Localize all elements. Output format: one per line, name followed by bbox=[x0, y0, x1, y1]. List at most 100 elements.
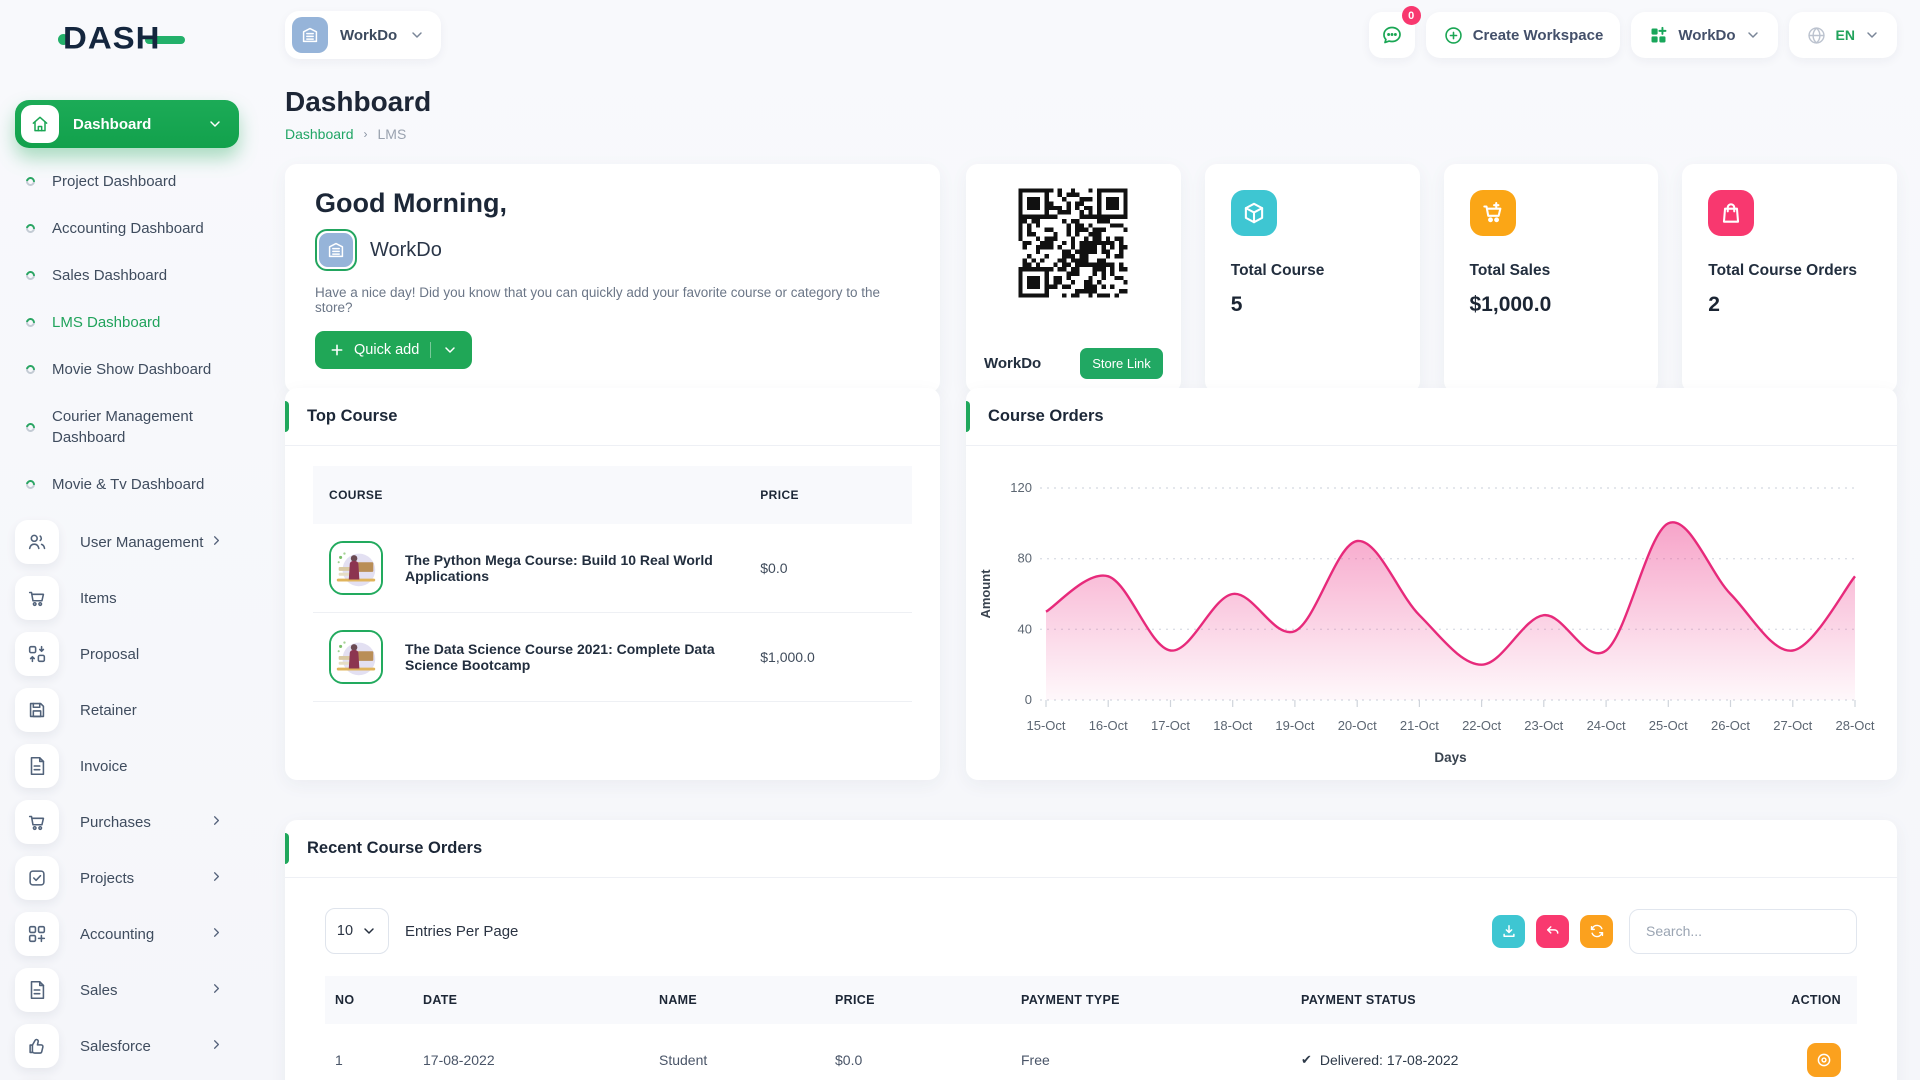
sidebar-subitem-label: Movie & Tv Dashboard bbox=[52, 476, 205, 493]
store-link-button[interactable]: Store Link bbox=[1080, 348, 1163, 379]
sidebar-subitem-sales-dashboard[interactable]: Sales Dashboard bbox=[0, 252, 262, 299]
store-qr-code bbox=[1014, 184, 1133, 307]
sidebar-item-items[interactable]: Items bbox=[0, 570, 262, 626]
messages-button[interactable]: 0 bbox=[1368, 6, 1421, 58]
sidebar-item-invoice[interactable]: Invoice bbox=[0, 738, 262, 794]
sidebar-subitem-label: Sales Dashboard bbox=[52, 267, 168, 284]
entries-per-page-select[interactable]: 10 bbox=[325, 908, 389, 954]
sidebar-item-proposal[interactable]: Proposal bbox=[0, 626, 262, 682]
messages-badge: 0 bbox=[1401, 6, 1421, 25]
svg-text:17-Oct: 17-Oct bbox=[1151, 718, 1190, 733]
qr-workspace-name: WorkDo bbox=[984, 355, 1042, 372]
breadcrumb: Dashboard › LMS bbox=[285, 126, 1897, 142]
create-workspace-label: Create Workspace bbox=[1472, 26, 1604, 44]
check-icon: ✔ bbox=[1301, 1052, 1312, 1067]
workspace-menu-button[interactable]: WorkDo bbox=[1631, 12, 1778, 58]
page-title: Dashboard bbox=[285, 86, 432, 117]
svg-text:21-Oct: 21-Oct bbox=[1400, 718, 1439, 733]
greeting-workspace: WorkDo bbox=[315, 229, 910, 271]
svg-text:Days: Days bbox=[1434, 750, 1466, 765]
greeting-title: Good Morning, bbox=[315, 188, 507, 218]
svg-text:0: 0 bbox=[1025, 692, 1032, 707]
accounting-icon bbox=[15, 912, 59, 956]
breadcrumb-dashboard-link[interactable]: Dashboard bbox=[285, 126, 354, 142]
workspace-switcher[interactable]: WorkDo bbox=[285, 11, 442, 59]
chevron-right-icon bbox=[209, 981, 224, 1000]
table-controls: 10 Entries Per Page bbox=[325, 908, 1857, 954]
invoice-icon bbox=[15, 968, 59, 1012]
svg-text:120: 120 bbox=[1010, 480, 1032, 495]
top-course-title: Top Course bbox=[307, 407, 398, 425]
greeting-message: Have a nice day! Did you know that you c… bbox=[315, 285, 881, 315]
projects-icon bbox=[15, 856, 59, 900]
stats-grid: WorkDo Store Link Total Course 5 Total S… bbox=[966, 164, 1897, 393]
sidebar-item-label: Proposal bbox=[80, 645, 140, 663]
summary-row: Good Morning, WorkDo Have a nice day! Di… bbox=[285, 164, 1897, 393]
grid-plus-icon bbox=[1648, 25, 1669, 46]
sidebar: DASH Dashboard Project Dashboard Accounti… bbox=[0, 0, 262, 1080]
orders-col-no: NO bbox=[325, 976, 413, 1024]
sidebar-item-accounting[interactable]: Accounting bbox=[0, 906, 262, 962]
stat-label: Total Course bbox=[1230, 262, 1325, 279]
sidebar-item-dashboard[interactable]: Dashboard bbox=[15, 100, 239, 148]
svg-text:40: 40 bbox=[1018, 621, 1032, 636]
order-no: 1 bbox=[335, 1052, 343, 1068]
store-qr-card: WorkDo Store Link bbox=[966, 164, 1181, 393]
recent-orders-card: Recent Course Orders 10 Entries Per Page bbox=[285, 820, 1897, 1080]
view-order-button[interactable] bbox=[1807, 1043, 1841, 1077]
sidebar-item-user-management[interactable]: User Management bbox=[0, 514, 262, 570]
undo-button[interactable] bbox=[1536, 914, 1569, 948]
sidebar-item-projects[interactable]: Projects bbox=[0, 850, 262, 906]
users-icon bbox=[15, 520, 59, 564]
sidebar-subitem-lms-dashboard[interactable]: LMS Dashboard bbox=[0, 299, 262, 346]
download-button[interactable] bbox=[1492, 914, 1525, 948]
sidebar-subitem-movie-tv-dashboard[interactable]: Movie & Tv Dashboard bbox=[0, 461, 262, 508]
brand-logo[interactable]: DASH bbox=[58, 18, 262, 58]
top-course-row[interactable]: The Data Science Course 2021: Complete D… bbox=[313, 612, 912, 702]
bullet-icon bbox=[24, 222, 37, 235]
order-payment-type: Free bbox=[1021, 1052, 1050, 1068]
sidebar-subitem-movie-show-dashboard[interactable]: Movie Show Dashboard bbox=[0, 346, 262, 393]
chevron-down-icon bbox=[361, 923, 377, 939]
top-course-row[interactable]: The Python Mega Course: Build 10 Real Wo… bbox=[313, 524, 912, 613]
orders-col-date: DATE bbox=[413, 976, 649, 1024]
sidebar-item-sales[interactable]: Sales bbox=[0, 962, 262, 1018]
sidebar-item-retainer[interactable]: Retainer bbox=[0, 682, 262, 738]
logo-dash-icon bbox=[144, 36, 185, 44]
refresh-button[interactable] bbox=[1580, 914, 1613, 948]
stat-card-total-sales: Total Sales $1,000.0 bbox=[1443, 164, 1659, 393]
language-label: EN bbox=[1835, 27, 1855, 43]
sidebar-subitem-courier-management-dashboard[interactable]: Courier Management Dashboard bbox=[0, 393, 262, 461]
top-course-table: COURSE PRICE The Python Mega Course: Buil… bbox=[313, 466, 912, 702]
chevron-down-icon bbox=[1745, 27, 1761, 43]
sidebar-item-label: Retainer bbox=[80, 701, 137, 719]
language-selector[interactable]: EN bbox=[1788, 12, 1897, 58]
breadcrumb-current: LMS bbox=[377, 126, 407, 142]
stat-value: 5 bbox=[1230, 293, 1243, 316]
greeting-card: Good Morning, WorkDo Have a nice day! Di… bbox=[285, 164, 940, 393]
chevron-down-icon bbox=[442, 342, 458, 358]
sidebar-item-purchases[interactable]: Purchases bbox=[0, 794, 262, 850]
workspace-avatar bbox=[315, 229, 357, 271]
quick-add-button[interactable]: Quick add bbox=[315, 331, 473, 369]
entries-per-page-value: 10 bbox=[336, 923, 354, 939]
chevron-right-icon bbox=[209, 925, 224, 944]
course-orders-chart: 0 40 80 120 15-Oct 16-Oct 17-Oct 18-Oct 19-Oct 20… bbox=[966, 446, 1897, 780]
cart-icon bbox=[15, 576, 59, 620]
shopping-bag-icon bbox=[1708, 190, 1755, 236]
sidebar-subitem-project-dashboard[interactable]: Project Dashboard bbox=[0, 158, 262, 205]
sidebar-subitem-accounting-dashboard[interactable]: Accounting Dashboard bbox=[0, 205, 262, 252]
sidebar-item-label: Accounting bbox=[80, 925, 155, 943]
workspace-menu-label: WorkDo bbox=[1678, 26, 1736, 44]
create-workspace-button[interactable]: Create Workspace bbox=[1425, 12, 1621, 58]
logo-dot-icon bbox=[58, 33, 69, 45]
sidebar-item-partial[interactable] bbox=[0, 1074, 262, 1080]
orders-table: NO DATE NAME PRICE PAYMENT TYPE PAYMENT STATU… bbox=[325, 976, 1857, 1080]
chat-icon bbox=[1380, 23, 1404, 47]
stat-value: 2 bbox=[1708, 293, 1720, 316]
cart-plus-icon bbox=[1469, 190, 1516, 236]
sidebar-item-salesforce[interactable]: Salesforce bbox=[0, 1018, 262, 1074]
stat-label: Total Sales bbox=[1469, 262, 1551, 279]
search-input[interactable] bbox=[1629, 908, 1857, 954]
stat-label: Total Course Orders bbox=[1708, 262, 1857, 279]
